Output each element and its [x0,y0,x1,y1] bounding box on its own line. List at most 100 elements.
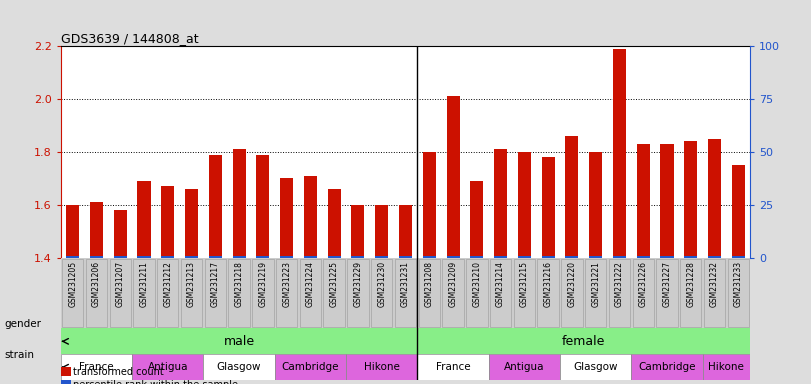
Text: Glasgow: Glasgow [573,362,618,372]
FancyBboxPatch shape [490,259,511,327]
Bar [517,256,531,258]
FancyBboxPatch shape [275,354,346,380]
Text: GDS3639 / 144808_at: GDS3639 / 144808_at [61,32,199,45]
FancyBboxPatch shape [62,259,84,327]
Text: GSM231231: GSM231231 [401,261,410,307]
Bar [304,256,317,258]
Bar [613,256,626,258]
Text: GSM231222: GSM231222 [615,261,624,306]
Bar [185,189,198,258]
Text: GSM231212: GSM231212 [163,261,172,306]
FancyBboxPatch shape [157,259,178,327]
Text: Antigua: Antigua [504,362,545,372]
Bar [67,256,79,258]
Text: Hikone: Hikone [709,362,744,372]
Bar [328,256,341,258]
Bar [208,155,222,258]
Bar [304,176,317,258]
Bar [470,181,483,258]
Text: GSM231211: GSM231211 [139,261,148,306]
Text: transformed count: transformed count [73,367,164,377]
Text: GSM231217: GSM231217 [211,261,220,307]
Text: Cambridge: Cambridge [281,362,339,372]
Bar [256,256,269,258]
Text: GSM231223: GSM231223 [282,261,291,307]
FancyBboxPatch shape [609,259,630,327]
FancyBboxPatch shape [204,354,275,380]
Text: GSM231233: GSM231233 [734,261,743,307]
Bar [138,181,151,258]
FancyBboxPatch shape [418,259,440,327]
Text: GSM231227: GSM231227 [663,261,672,307]
Text: Cambridge: Cambridge [638,362,696,372]
Text: GSM231224: GSM231224 [306,261,315,307]
Bar [328,189,341,258]
Bar [114,210,127,258]
FancyBboxPatch shape [252,259,273,327]
FancyBboxPatch shape [585,259,607,327]
Bar [399,205,412,258]
FancyBboxPatch shape [371,259,393,327]
Bar [280,179,294,258]
Bar [470,256,483,258]
FancyBboxPatch shape [727,259,749,327]
Bar [660,256,673,258]
Text: gender: gender [4,319,41,329]
Text: GSM231219: GSM231219 [259,261,268,307]
Text: GSM231232: GSM231232 [710,261,719,307]
Bar [708,139,721,258]
Bar [280,256,294,258]
Text: GSM231220: GSM231220 [568,261,577,307]
Text: France: France [79,362,114,372]
Text: GSM231214: GSM231214 [496,261,505,307]
Bar [684,256,697,258]
Text: GSM231229: GSM231229 [354,261,363,307]
FancyBboxPatch shape [181,259,202,327]
Text: Antigua: Antigua [148,362,188,372]
Bar [161,256,174,258]
Text: GSM231213: GSM231213 [187,261,196,307]
Bar [565,136,578,258]
FancyBboxPatch shape [133,259,155,327]
Bar [67,205,79,258]
Text: Glasgow: Glasgow [217,362,261,372]
Text: percentile rank within the sample: percentile rank within the sample [73,380,238,384]
Bar [565,256,578,258]
Bar [90,256,103,258]
Text: GSM231221: GSM231221 [591,261,600,306]
FancyBboxPatch shape [418,354,489,380]
Text: GSM231226: GSM231226 [639,261,648,307]
FancyBboxPatch shape [561,259,582,327]
Text: GSM231205: GSM231205 [68,261,77,307]
Bar [208,256,222,258]
FancyBboxPatch shape [538,259,559,327]
FancyBboxPatch shape [300,259,321,327]
FancyBboxPatch shape [132,354,204,380]
Bar [233,256,246,258]
FancyBboxPatch shape [702,354,750,380]
FancyBboxPatch shape [631,354,702,380]
FancyBboxPatch shape [276,259,298,327]
Bar [494,149,507,258]
FancyBboxPatch shape [656,259,678,327]
Bar [542,256,555,258]
Bar [494,256,507,258]
Bar [185,256,198,258]
FancyBboxPatch shape [229,259,250,327]
Bar [114,256,127,258]
FancyBboxPatch shape [466,259,487,327]
Text: France: France [436,362,470,372]
FancyBboxPatch shape [633,259,654,327]
Bar [732,165,744,258]
FancyBboxPatch shape [395,259,416,327]
Text: GSM231218: GSM231218 [234,261,243,306]
Bar [423,152,436,258]
FancyBboxPatch shape [324,259,345,327]
Bar [375,256,388,258]
Bar [589,152,603,258]
Text: GSM231207: GSM231207 [116,261,125,307]
Text: GSM231228: GSM231228 [686,261,695,306]
Text: GSM231209: GSM231209 [448,261,457,307]
Text: GSM231216: GSM231216 [543,261,552,307]
Bar [233,149,246,258]
